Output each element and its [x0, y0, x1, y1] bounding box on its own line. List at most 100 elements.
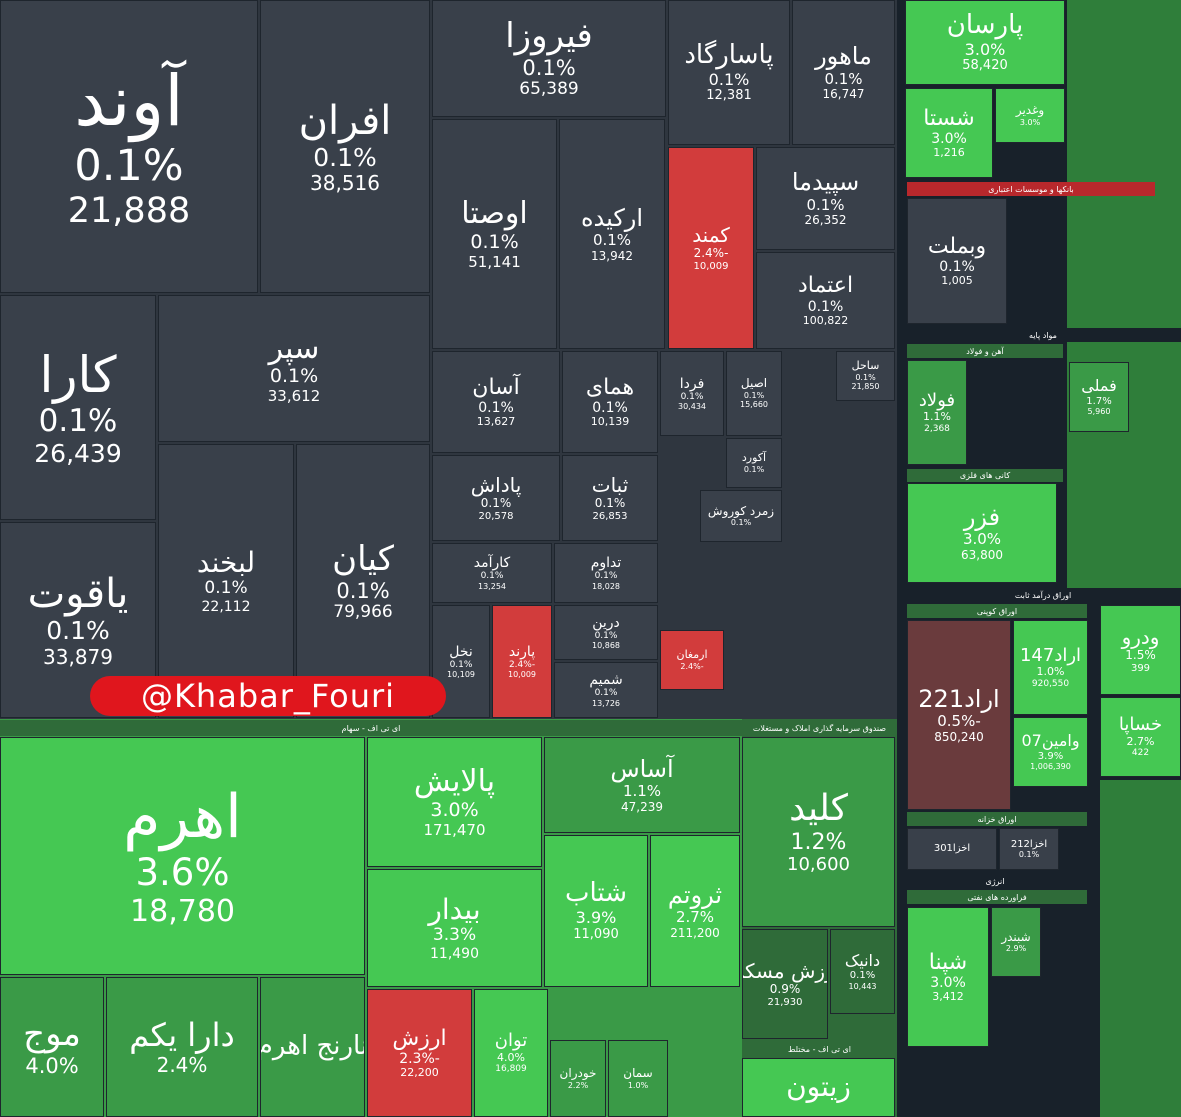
tile-name: فردا: [679, 375, 705, 392]
tile-name: خودران: [559, 1066, 597, 1080]
tile: ارمغان -2.4%: [660, 630, 724, 690]
tile: آوند 0.1% 21,888: [0, 0, 258, 293]
section-header: ای تی اف - مختلط: [742, 1041, 897, 1057]
tile-value: 63,800: [961, 547, 1003, 562]
tile-name: شتاب: [564, 878, 628, 909]
tile-change: 4.0%: [497, 1050, 525, 1064]
tile-change: 3.0%: [1019, 117, 1041, 127]
tile-change: 3.0%: [964, 39, 1006, 59]
tile-change: 0.1%: [594, 495, 626, 510]
small-tiles: [1100, 780, 1181, 1117]
tile-name: ماهور: [815, 42, 872, 71]
tile-name: پاسارگاد: [684, 39, 774, 70]
tile: ثروتم 2.7% 211,200: [650, 835, 740, 987]
tile-value: 2,368: [924, 423, 950, 434]
tile: وبملت 0.1% 1,005: [907, 198, 1007, 324]
tile-change: 3.9%: [1037, 750, 1064, 762]
tile-value: 10,139: [590, 415, 630, 429]
tile-change: 0.1%: [480, 571, 504, 582]
tile-value: 399: [1130, 662, 1151, 674]
tile: وامین07 3.9% 1,006,390: [1013, 717, 1088, 787]
tile-name: اعتماد: [797, 273, 854, 299]
tile-change: 2.7%: [1126, 734, 1155, 748]
tile-name: ارزش مسکن: [743, 958, 827, 983]
tile-value: 79,966: [333, 601, 393, 622]
tile-change: 1.0%: [627, 1080, 649, 1090]
section-header: اوراق خزانه: [907, 812, 1087, 826]
tile-value: 18,028: [592, 581, 620, 591]
tile-change: 0.1%: [470, 230, 519, 253]
tile: فولاد 1.1% 2,368: [907, 360, 967, 465]
section-header: بانکها و موسسات اعتباری: [907, 182, 1155, 196]
tile-name: کلید: [789, 788, 848, 830]
tile-value: 11,090: [573, 926, 619, 942]
tile-change: 0.1%: [594, 688, 618, 699]
tile-change: 0.1%: [594, 630, 618, 641]
tile: کلید 1.2% 10,600: [742, 737, 895, 927]
tile: کمند -2.4% 10,009: [668, 147, 754, 349]
tile: دارا یکم 2.4%: [106, 977, 258, 1117]
tile-value: 22,200: [400, 1066, 439, 1080]
tile: تداوم 0.1% 18,028: [554, 543, 658, 603]
tile: افران 0.1% 38,516: [260, 0, 430, 293]
tile-change: 4.0%: [25, 1054, 79, 1079]
tile-value: 10,868: [592, 641, 620, 651]
tile-change: 2.7%: [675, 908, 715, 927]
tile-name: فملی: [1081, 376, 1117, 396]
tile-name: ثروتم: [667, 880, 723, 909]
tile-name: وامین07: [1021, 731, 1080, 751]
tile-value: 1,216: [933, 146, 965, 160]
tile-name: اوصتا: [461, 196, 528, 232]
tile-value: 211,200: [670, 925, 720, 940]
tile-name: سپر: [268, 330, 320, 366]
tile-change: 0.1%: [74, 140, 184, 191]
tile: درین 0.1% 10,868: [554, 605, 658, 660]
tile-change: 0.1%: [594, 571, 618, 582]
tile-name: یاقوت: [27, 571, 129, 618]
tile-value: 13,627: [476, 415, 516, 429]
tile-change: 0.1%: [522, 56, 576, 81]
tile: فزر 3.0% 63,800: [907, 483, 1057, 583]
tile-name: ارکیده: [580, 203, 644, 232]
tile-name: کارآمد: [473, 555, 511, 572]
tile-name: شبندر: [1001, 929, 1031, 944]
tile-value: 16,809: [495, 1064, 527, 1075]
tile-name: اخزا212: [1010, 838, 1048, 850]
tile-change: 0.1%: [680, 391, 704, 402]
tile-value: 38,516: [310, 171, 380, 196]
tile: نارنج اهرم: [260, 977, 365, 1117]
tile-change: 0.1%: [478, 400, 514, 417]
tile-change: 0.1%: [313, 142, 377, 172]
tile-name: موج: [23, 1014, 81, 1055]
tile: فردا 0.1% 30,434: [660, 351, 724, 436]
tile: اهرم 3.6% 18,780: [0, 737, 365, 975]
tile-change: 0.1%: [849, 970, 876, 982]
tile-name: کارا: [39, 345, 117, 404]
tile-name: آسان: [472, 374, 520, 400]
tile: اراد147 1.0% 920,550: [1013, 620, 1088, 715]
tile-change: 0.1%: [939, 259, 975, 276]
tile-change: 0.1%: [824, 69, 863, 88]
tile: سپر 0.1% 33,612: [158, 295, 430, 442]
section-header: انرژی: [905, 874, 1085, 888]
tile-change: 0.1%: [449, 659, 473, 670]
tile-value: 10,443: [848, 981, 877, 991]
tile-value: 47,239: [621, 799, 663, 814]
tile-change: 1.7%: [1086, 395, 1112, 407]
tile-change: 0.1%: [38, 403, 118, 440]
tile: اعتماد 0.1% 100,822: [756, 252, 895, 349]
tile-value: 65,389: [519, 79, 579, 100]
tile-name: اخزا301: [933, 843, 971, 855]
tile-name: توان: [494, 1030, 528, 1052]
tile-name: اراد147: [1019, 644, 1082, 666]
tile-name: بیدار: [428, 893, 481, 927]
tile-value: 20,578: [478, 510, 514, 522]
tile-name: سمان: [623, 1066, 653, 1080]
tile-change: 1.1%: [622, 782, 662, 801]
tile-name: ارمغان: [676, 648, 708, 662]
tile-value: 13,726: [592, 698, 620, 708]
tile-name: ثبات: [591, 472, 629, 497]
tile: زیتون: [742, 1058, 895, 1117]
tile-change: 0.1%: [806, 195, 845, 214]
